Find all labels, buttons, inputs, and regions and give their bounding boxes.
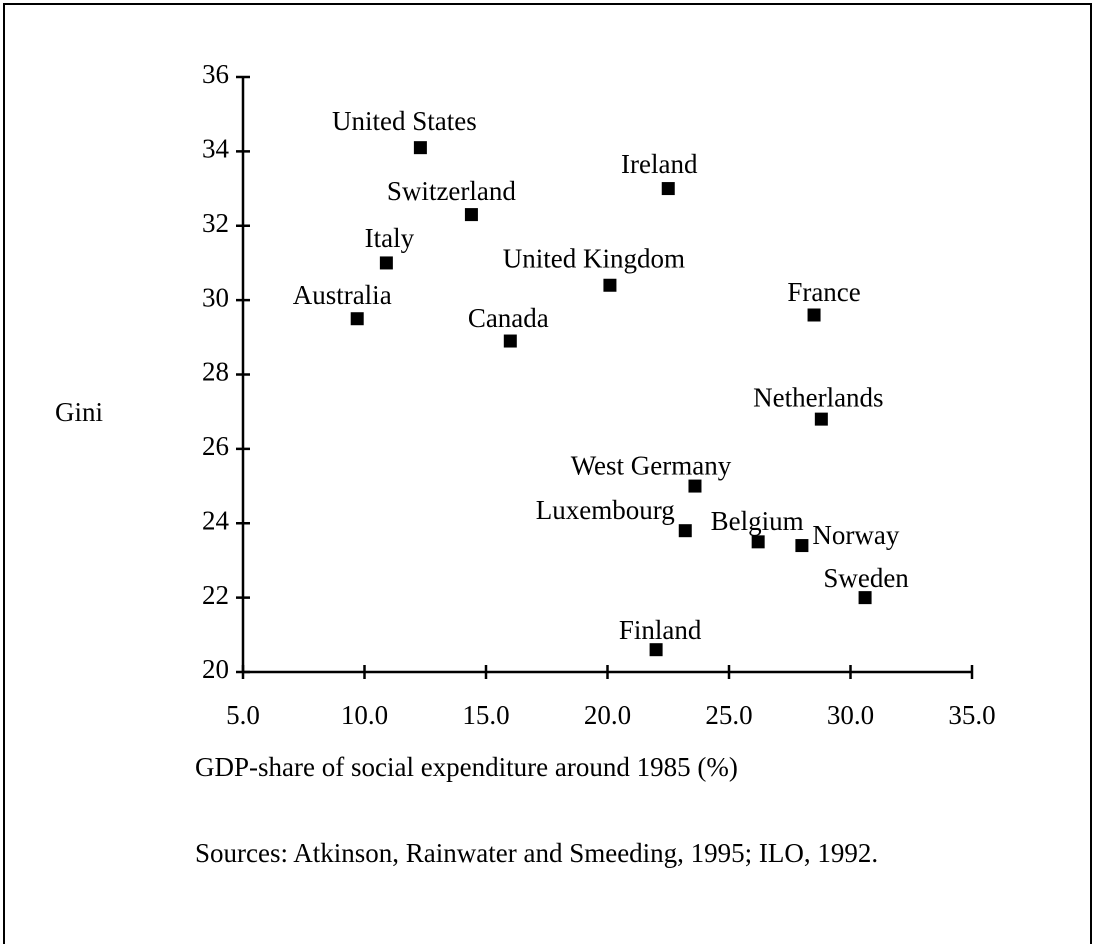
point-label: Belgium [711, 506, 804, 536]
point [503, 334, 517, 348]
point-label: Australia [293, 280, 392, 310]
point [661, 182, 675, 196]
point [350, 312, 364, 326]
y-tick-label: 36 [202, 59, 229, 89]
point [858, 591, 872, 605]
point-label: Ireland [621, 149, 698, 179]
y-tick-label: 20 [202, 654, 229, 684]
y-tick-label: 24 [202, 505, 230, 535]
point [795, 539, 809, 553]
point [413, 141, 427, 155]
point-label: West Germany [571, 450, 732, 480]
y-tick-label: 22 [202, 580, 229, 610]
x-tick-label: 5.0 [226, 700, 260, 730]
point [678, 524, 692, 538]
point-label: Netherlands [753, 382, 883, 412]
point-label: Finland [619, 615, 702, 645]
point [814, 412, 828, 426]
point [603, 278, 617, 292]
point-label: France [787, 277, 860, 307]
x-tick-label: 25.0 [705, 700, 752, 730]
point [751, 535, 765, 549]
point-label: Luxembourg [536, 495, 675, 525]
point-label: Switzerland [387, 176, 516, 206]
x-tick-label: 35.0 [948, 700, 995, 730]
y-tick-label: 30 [202, 282, 229, 312]
x-tick-label: 30.0 [827, 700, 874, 730]
point [649, 643, 663, 657]
point-label: United States [332, 106, 477, 136]
point-label: Canada [468, 303, 549, 333]
source-note: Sources: Atkinson, Rainwater and Smeedin… [195, 838, 878, 868]
y-tick-label: 26 [202, 431, 229, 461]
point [464, 208, 478, 222]
point [688, 479, 702, 493]
y-axis-label: Gini [55, 397, 103, 427]
frame [3, 3, 1092, 944]
x-tick-label: 20.0 [584, 700, 631, 730]
point-label: Sweden [823, 563, 909, 593]
point-label: United Kingdom [503, 243, 685, 273]
y-tick-label: 34 [202, 134, 230, 164]
point-label: Norway [812, 520, 899, 550]
point-label: Italy [365, 223, 415, 253]
x-axis-label: GDP-share of social expenditure around 1… [195, 752, 738, 782]
point [379, 256, 393, 270]
y-tick-label: 32 [202, 208, 229, 238]
point [807, 308, 821, 322]
x-tick-label: 15.0 [462, 700, 509, 730]
y-tick-label: 28 [202, 357, 229, 387]
x-tick-label: 10.0 [341, 700, 388, 730]
